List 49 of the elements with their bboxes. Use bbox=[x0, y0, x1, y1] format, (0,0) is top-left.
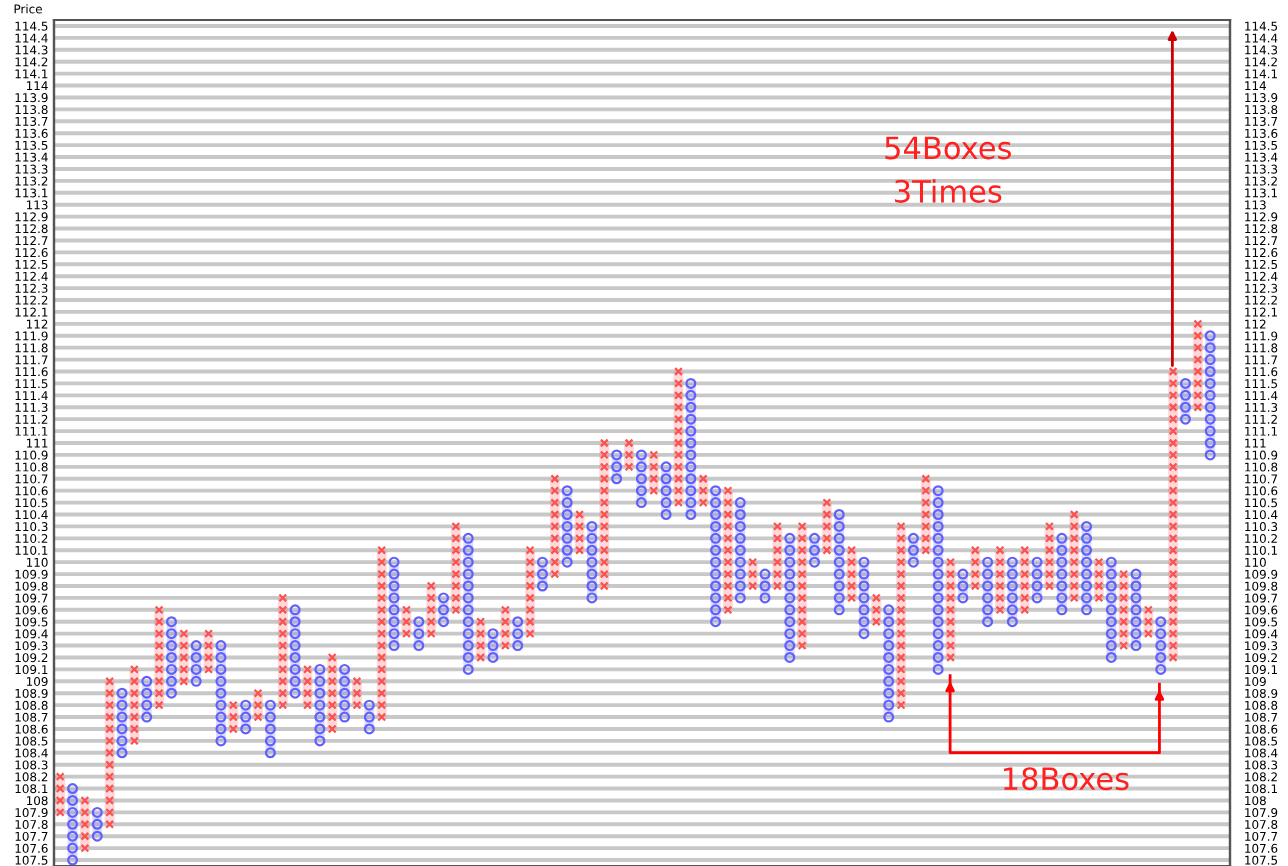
bar bbox=[290, 609, 301, 694]
bar bbox=[463, 538, 474, 670]
bar bbox=[1131, 574, 1141, 646]
bar bbox=[562, 490, 573, 563]
bar bbox=[1081, 526, 1092, 610]
bar bbox=[859, 562, 869, 634]
bar bbox=[314, 669, 325, 741]
bar bbox=[834, 514, 845, 610]
bar bbox=[883, 609, 894, 718]
bar bbox=[1180, 383, 1191, 420]
bar bbox=[413, 621, 424, 646]
bar bbox=[389, 562, 400, 646]
bar bbox=[92, 812, 103, 837]
bar bbox=[809, 538, 820, 563]
bar bbox=[586, 526, 597, 598]
bar bbox=[710, 490, 721, 622]
bar bbox=[67, 788, 78, 861]
bar bbox=[908, 538, 919, 563]
bar bbox=[685, 383, 696, 515]
bar bbox=[364, 705, 375, 729]
bar bbox=[265, 705, 276, 753]
bar bbox=[1205, 335, 1216, 455]
bar bbox=[1155, 621, 1166, 670]
annotation: 54Boxes 3Times bbox=[885, 136, 1011, 203]
bar bbox=[784, 538, 795, 658]
bar bbox=[611, 454, 622, 479]
bar bbox=[735, 502, 746, 598]
bar bbox=[339, 669, 350, 718]
bar bbox=[661, 466, 672, 515]
bar bbox=[488, 633, 498, 658]
bar bbox=[438, 597, 449, 622]
bar bbox=[1007, 562, 1018, 622]
bar bbox=[537, 562, 548, 586]
bar bbox=[141, 681, 152, 718]
bar bbox=[933, 490, 944, 670]
annotation: 18Boxes bbox=[1004, 767, 1129, 791]
bar bbox=[240, 705, 251, 729]
bar bbox=[760, 574, 770, 598]
bar bbox=[1032, 562, 1043, 598]
bar bbox=[636, 454, 647, 503]
bar bbox=[166, 621, 177, 694]
bar bbox=[117, 693, 127, 753]
bar bbox=[1056, 538, 1067, 610]
bar bbox=[191, 645, 202, 682]
bar bbox=[512, 621, 523, 646]
bar bbox=[1106, 562, 1117, 658]
bar bbox=[982, 562, 993, 622]
bar bbox=[957, 574, 968, 598]
bar bbox=[215, 645, 226, 741]
